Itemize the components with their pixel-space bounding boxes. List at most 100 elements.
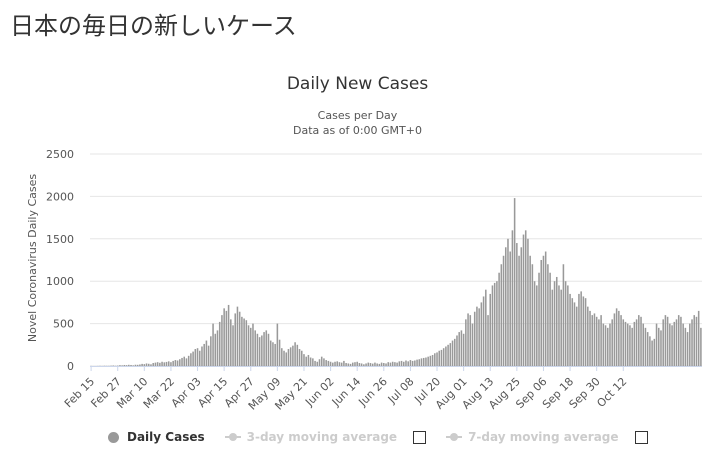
bar-daily-cases[interactable] (629, 325, 631, 366)
bar-daily-cases[interactable] (274, 343, 276, 366)
bar-daily-cases[interactable] (336, 361, 339, 366)
bar-daily-cases[interactable] (540, 260, 543, 366)
bar-daily-cases[interactable] (567, 285, 569, 366)
bar-daily-cases[interactable] (358, 363, 361, 366)
bar-daily-cases[interactable] (227, 304, 230, 366)
bar-daily-cases[interactable] (245, 320, 248, 366)
bar-daily-cases[interactable] (125, 365, 128, 366)
bar-daily-cases[interactable] (223, 308, 225, 366)
bar-daily-cases[interactable] (684, 327, 687, 366)
bar-daily-cases[interactable] (489, 293, 492, 366)
bar-daily-cases[interactable] (318, 359, 321, 366)
bar-daily-cases[interactable] (402, 361, 405, 366)
bar-daily-cases[interactable] (323, 358, 325, 366)
bar-daily-cases[interactable] (123, 364, 126, 366)
bar-daily-cases[interactable] (203, 343, 205, 366)
bar-daily-cases[interactable] (396, 362, 398, 366)
bar-daily-cases[interactable] (555, 276, 558, 366)
bar-daily-cases[interactable] (119, 365, 121, 366)
bar-daily-cases[interactable] (305, 356, 307, 366)
bar-daily-cases[interactable] (538, 272, 540, 366)
bar-daily-cases[interactable] (511, 230, 514, 366)
bar-daily-cases[interactable] (529, 255, 531, 366)
bar-daily-cases[interactable] (261, 335, 263, 366)
bar-daily-cases[interactable] (467, 313, 469, 366)
bar-daily-cases[interactable] (411, 360, 414, 366)
bar-daily-cases[interactable] (314, 360, 316, 366)
bar-daily-cases[interactable] (660, 330, 662, 366)
bar-daily-cases[interactable] (622, 319, 625, 366)
bar-daily-cases[interactable] (438, 350, 441, 366)
bar-daily-cases[interactable] (675, 319, 678, 366)
bar-daily-cases[interactable] (509, 251, 511, 366)
bar-daily-cases[interactable] (414, 360, 416, 366)
bar-daily-cases[interactable] (691, 319, 693, 366)
bar-daily-cases[interactable] (591, 315, 594, 366)
bar-daily-cases[interactable] (536, 285, 538, 366)
bar-daily-cases[interactable] (278, 339, 281, 366)
bar-daily-cases[interactable] (606, 327, 609, 366)
bar-daily-cases[interactable] (234, 313, 237, 366)
bar-daily-cases[interactable] (210, 336, 212, 366)
bar-daily-cases[interactable] (205, 340, 208, 366)
bar-daily-cases[interactable] (491, 285, 494, 366)
bar-daily-cases[interactable] (307, 354, 310, 366)
bar-daily-cases[interactable] (633, 321, 636, 366)
bar-daily-cases[interactable] (351, 362, 354, 366)
bar-daily-cases[interactable] (287, 349, 290, 366)
bar-daily-cases[interactable] (265, 330, 268, 366)
bar-daily-cases[interactable] (440, 349, 443, 366)
bar-daily-cases[interactable] (422, 357, 425, 366)
bar-daily-cases[interactable] (369, 363, 372, 366)
bar-daily-cases[interactable] (553, 281, 556, 366)
bar-daily-cases[interactable] (152, 363, 154, 366)
bar-daily-cases[interactable] (154, 362, 157, 366)
bar-daily-cases[interactable] (409, 360, 412, 366)
legend-item-7day-average[interactable]: 7-day moving average (446, 430, 619, 444)
bar-daily-cases[interactable] (436, 352, 438, 366)
bar-daily-cases[interactable] (269, 340, 272, 366)
bar-daily-cases[interactable] (598, 319, 600, 366)
bar-daily-cases[interactable] (387, 362, 390, 366)
bar-daily-cases[interactable] (121, 365, 123, 366)
bar-daily-cases[interactable] (496, 281, 498, 366)
bar-daily-cases[interactable] (112, 365, 115, 366)
bar-daily-cases[interactable] (212, 323, 214, 366)
bar-daily-cases[interactable] (294, 342, 296, 366)
bar-daily-cases[interactable] (584, 298, 587, 366)
bar-daily-cases[interactable] (549, 272, 551, 366)
bar-daily-cases[interactable] (613, 313, 616, 366)
bar-daily-cases[interactable] (145, 363, 148, 366)
bar-daily-cases[interactable] (247, 325, 250, 366)
bar-daily-cases[interactable] (507, 238, 509, 366)
bar-daily-cases[interactable] (695, 316, 698, 366)
bar-daily-cases[interactable] (620, 315, 622, 366)
bar-daily-cases[interactable] (345, 363, 347, 366)
bar-daily-cases[interactable] (677, 315, 680, 366)
bar-daily-cases[interactable] (130, 364, 132, 366)
bar-daily-cases[interactable] (385, 363, 387, 366)
bar-daily-cases[interactable] (272, 342, 274, 366)
bar-daily-cases[interactable] (221, 315, 223, 366)
bar-daily-cases[interactable] (635, 319, 638, 366)
bar-daily-cases[interactable] (216, 330, 219, 366)
legend-item-3day-average[interactable]: 3-day moving average (224, 430, 397, 444)
bar-daily-cases[interactable] (431, 354, 434, 366)
bar-daily-cases[interactable] (136, 364, 139, 366)
bar-daily-cases[interactable] (520, 247, 523, 366)
bar-daily-cases[interactable] (398, 361, 401, 366)
bar-daily-cases[interactable] (611, 319, 613, 366)
bar-daily-cases[interactable] (631, 327, 633, 366)
bar-daily-cases[interactable] (476, 306, 478, 366)
bar-daily-cases[interactable] (420, 358, 423, 366)
bar-daily-cases[interactable] (267, 333, 270, 366)
bar-daily-cases[interactable] (664, 315, 667, 366)
bar-daily-cases[interactable] (163, 362, 166, 366)
bar-daily-cases[interactable] (531, 264, 534, 366)
bar-daily-cases[interactable] (589, 310, 591, 366)
bar-daily-cases[interactable] (416, 359, 418, 366)
bar-daily-cases[interactable] (380, 362, 383, 366)
bar-daily-cases[interactable] (367, 362, 370, 366)
bar-daily-cases[interactable] (460, 330, 463, 366)
bar-daily-cases[interactable] (252, 323, 254, 366)
